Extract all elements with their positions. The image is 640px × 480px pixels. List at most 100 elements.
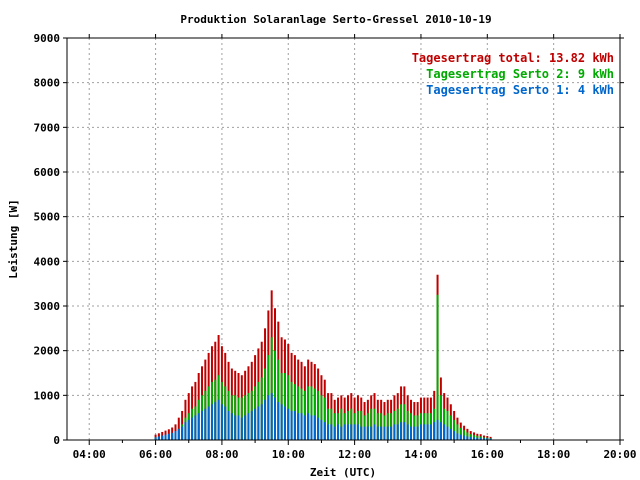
bar-serto-1 (469, 436, 472, 440)
bar-serto-1 (426, 424, 429, 440)
bar-serto-2 (270, 337, 273, 440)
bar-serto-2 (330, 408, 333, 440)
bar-serto-1 (466, 436, 469, 440)
x-tick-label: 10:00 (272, 448, 305, 461)
bar-serto-2 (443, 408, 446, 440)
bar-serto-1 (227, 410, 230, 440)
bar-serto-1 (323, 422, 326, 440)
bar-serto-1 (207, 406, 210, 440)
x-tick-label: 20:00 (603, 448, 636, 461)
bar-serto-1 (400, 422, 403, 440)
bar-serto-1 (270, 393, 273, 440)
bar-serto-1 (280, 404, 283, 440)
bar-serto-1 (423, 424, 426, 440)
bar-serto-2 (320, 395, 323, 440)
bar-serto-1 (370, 426, 373, 440)
bar-serto-1 (161, 435, 164, 440)
bar-serto-1 (260, 404, 263, 440)
bar-serto-1 (264, 399, 267, 440)
bar-serto-1 (250, 410, 253, 440)
bar-serto-2 (340, 408, 343, 440)
bar-serto-1 (197, 413, 200, 440)
bar-serto-1 (217, 399, 220, 440)
bar-serto-1 (436, 419, 439, 440)
bar-serto-1 (383, 426, 386, 440)
bar-serto-2 (449, 415, 452, 440)
y-tick-label: 2000 (34, 345, 61, 358)
bar-serto-1 (482, 438, 485, 440)
bar-serto-1 (443, 424, 446, 440)
bar-serto-1 (330, 424, 333, 440)
bar-serto-1 (307, 413, 310, 440)
bar-serto-1 (313, 415, 316, 440)
bar-serto-1 (174, 431, 177, 440)
bar-serto-1 (340, 426, 343, 440)
bar-serto-1 (191, 417, 194, 440)
bar-serto-1 (257, 406, 260, 440)
bar-serto-1 (194, 415, 197, 440)
y-tick-label: 1000 (34, 389, 61, 402)
bar-serto-2 (327, 408, 330, 440)
bar-serto-1 (350, 424, 353, 440)
bar-serto-1 (337, 424, 340, 440)
bar-serto-2 (396, 408, 399, 440)
bar-serto-1 (380, 426, 383, 440)
bar-serto-2 (439, 395, 442, 440)
bar-serto-1 (240, 417, 243, 440)
bar-serto-1 (390, 426, 393, 440)
bar-serto-1 (297, 413, 300, 440)
bar-serto-1 (320, 419, 323, 440)
bar-serto-1 (360, 426, 363, 440)
bar-serto-1 (220, 404, 223, 440)
bar-serto-1 (393, 424, 396, 440)
bar-serto-1 (366, 426, 369, 440)
bar-serto-1 (201, 410, 204, 440)
x-tick-label: 06:00 (139, 448, 172, 461)
bar-serto-1 (376, 426, 379, 440)
bar-serto-1 (224, 406, 227, 440)
bar-serto-1 (446, 426, 449, 440)
bar-serto-1 (473, 437, 476, 440)
bar-serto-1 (244, 415, 247, 440)
bar-serto-1 (287, 408, 290, 440)
bar-serto-1 (373, 424, 376, 440)
bar-serto-1 (363, 426, 366, 440)
bar-serto-2 (277, 359, 280, 440)
bar-serto-1 (333, 426, 336, 440)
x-axis-label: Zeit (UTC) (310, 466, 376, 479)
bar-serto-1 (204, 408, 207, 440)
bar-serto-1 (267, 395, 270, 440)
bar-serto-1 (230, 413, 233, 440)
bar-serto-1 (300, 413, 303, 440)
bar-serto-1 (410, 426, 413, 440)
bar-serto-1 (489, 438, 492, 440)
bar-serto-1 (433, 422, 436, 440)
bar-serto-2 (350, 408, 353, 440)
bar-serto-1 (303, 415, 306, 440)
bar-serto-1 (419, 424, 422, 440)
x-tick-label: 18:00 (537, 448, 570, 461)
bar-serto-1 (157, 436, 160, 440)
bar-serto-1 (187, 419, 190, 440)
bar-serto-1 (476, 437, 479, 440)
bar-serto-1 (154, 437, 157, 440)
y-axis-label: Leistung [W] (7, 199, 20, 278)
bar-serto-1 (453, 431, 456, 440)
bar-serto-2 (287, 375, 290, 440)
bar-serto-2 (446, 410, 449, 440)
bar-serto-1 (346, 424, 349, 440)
bar-serto-1 (290, 410, 293, 440)
bar-serto-1 (181, 426, 184, 440)
bar-series (154, 274, 492, 440)
bar-serto-1 (413, 426, 416, 440)
bar-serto-1 (177, 428, 180, 440)
bar-serto-2 (290, 381, 293, 440)
bar-serto-2 (274, 350, 276, 440)
bar-serto-1 (456, 433, 459, 440)
bar-serto-1 (310, 415, 313, 440)
bar-serto-2 (373, 408, 376, 440)
bar-serto-1 (277, 402, 280, 440)
bar-serto-1 (486, 438, 489, 440)
chart-title: Produktion Solaranlage Serto-Gressel 201… (180, 13, 491, 26)
bar-serto-1 (343, 424, 346, 440)
